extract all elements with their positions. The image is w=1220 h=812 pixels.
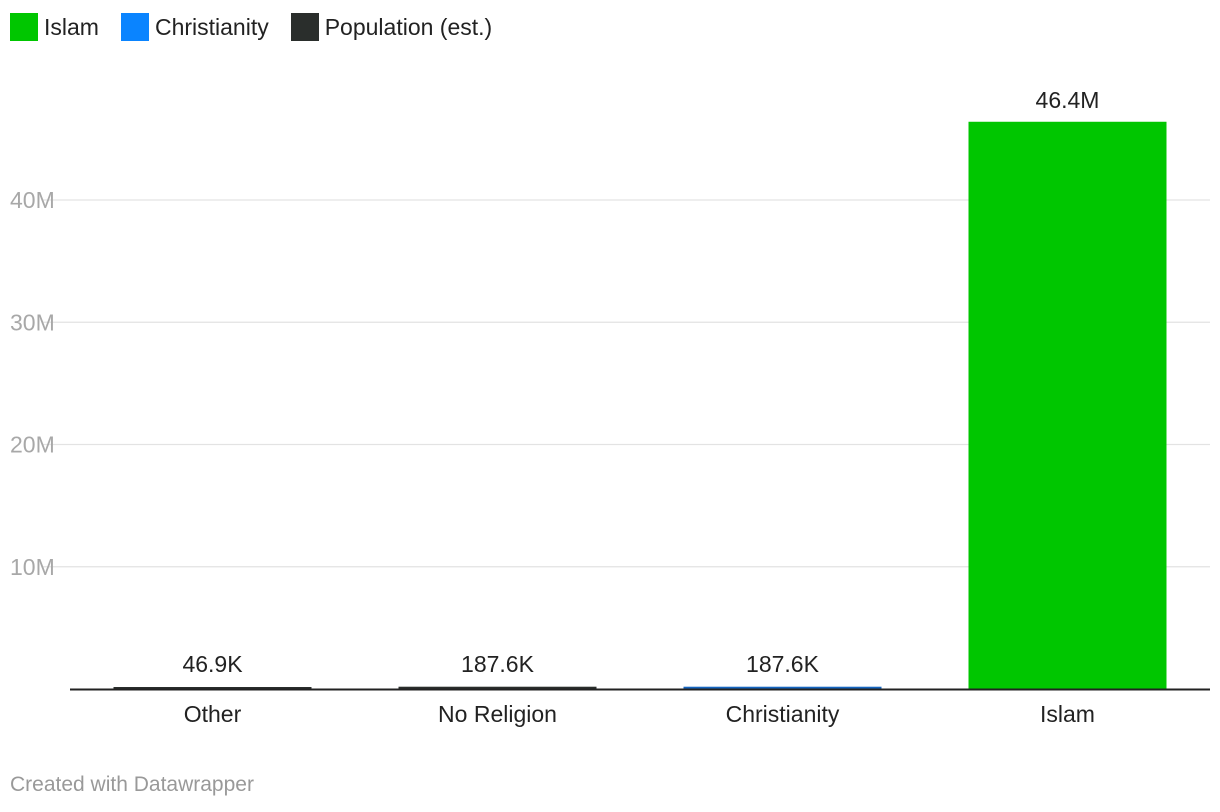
legend-swatch-population [290,13,319,41]
bar-value-label: 187.6K [461,651,535,677]
x-tick-label: Islam [1040,701,1095,727]
bar-value-label: 187.6K [746,651,820,677]
legend-label-islam: Islam [44,13,99,40]
bar [968,121,1167,689]
legend: Islam Christianity Population (est.) [10,12,514,42]
bar [113,687,312,689]
legend-swatch-islam [10,13,38,41]
legend-label-christianity: Christianity [154,13,269,40]
bar-value-label: 46.9K [182,651,243,677]
legend-item-christianity: Christianity [120,13,269,41]
x-tick-label: Christianity [726,701,840,727]
bar-chart: 10M 20M 30M 40M 46.9K Other 187.6K No Religion 1… [10,87,1210,727]
legend-label-population: Population (est.) [324,13,493,40]
x-tick-label: Other [184,701,242,727]
bar [398,686,597,689]
y-tick-label: 30M [10,309,55,335]
y-tick-label: 40M [10,187,55,213]
y-tick-label: 10M [10,554,55,580]
legend-item-population: Population (est.) [290,13,493,41]
x-tick-label: No Religion [438,701,557,727]
bar [683,686,882,689]
y-tick-label: 20M [10,432,55,458]
footer-credit: Created with Datawrapper [10,773,254,796]
legend-swatch-christianity [120,13,149,41]
bar-value-label: 46.4M [1036,87,1100,113]
legend-item-islam: Islam [10,13,99,41]
